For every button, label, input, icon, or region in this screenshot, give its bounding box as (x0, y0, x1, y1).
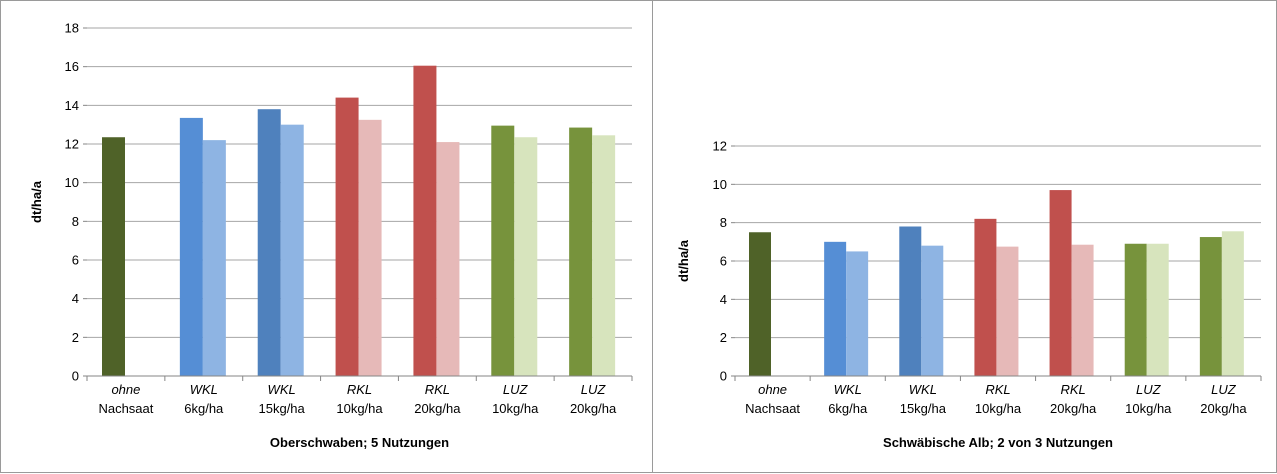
x-category-label-line1: WKL (834, 382, 862, 397)
bar-secondary-2 (921, 245, 944, 376)
bar-secondary-6 (592, 135, 616, 376)
y-tick-label: 18 (65, 21, 79, 36)
y-tick-label: 8 (72, 214, 79, 229)
bar-secondary-4 (436, 142, 460, 376)
x-category-label-line1: RKL (985, 382, 1010, 397)
bar-secondary-1 (846, 251, 869, 376)
bar-primary-1 (179, 117, 203, 377)
x-axis-title: Schwäbische Alb; 2 von 3 Nutzungen (883, 435, 1113, 450)
x-category-label-line1: LUZ (581, 382, 607, 397)
x-category-label-line2: 20kg/ha (414, 401, 461, 416)
bar-primary-6 (569, 127, 593, 376)
y-tick-label: 10 (65, 175, 79, 190)
x-category-label-line2: 20kg/ha (570, 401, 617, 416)
x-category-label-line2: 20kg/ha (1050, 401, 1097, 416)
bar-primary-6 (1199, 237, 1222, 376)
y-axis-title: dt/ha/a (676, 239, 691, 282)
x-category-label-line2: 15kg/ha (900, 401, 947, 416)
y-tick-label: 4 (72, 291, 79, 306)
x-category-label-line1: WKL (909, 382, 937, 397)
chart-panel-schwaebische-alb: 0 2 4 6 8 10 12 ohne Nachsaat WKL 6kg/ha WKL 15kg/ha… (652, 0, 1277, 473)
bar-primary-5 (491, 125, 515, 376)
bar-secondary-5 (1146, 243, 1169, 376)
bar-secondary-3 (358, 119, 382, 376)
x-category-label-line1: ohne (111, 382, 140, 397)
bar-secondary-1 (202, 140, 226, 376)
y-tick-label: 10 (713, 177, 727, 192)
y-axis-title: dt/ha/a (29, 180, 44, 223)
x-category-label-line2: Nachsaat (98, 401, 153, 416)
bar-chart-oberschwaben: 0 2 4 6 8 10 12 14 16 18 ohne Nachsaat WKL 6kg/ha WKL 1… (29, 21, 633, 450)
x-category-label-line1: LUZ (1136, 382, 1162, 397)
y-tick-label: 0 (72, 369, 79, 384)
y-tick-label: 14 (65, 98, 79, 113)
x-category-label-line2: 6kg/ha (828, 401, 868, 416)
bar-primary-0 (749, 232, 771, 376)
y-tick-label: 6 (72, 253, 79, 268)
y-tick-label: 4 (720, 292, 727, 307)
chart-panel-oberschwaben: 0 2 4 6 8 10 12 14 16 18 ohne Nachsaat WKL 6kg/ha WKL 1… (0, 0, 652, 473)
x-category-label-line2: 10kg/ha (975, 401, 1022, 416)
x-category-label-line2: 10kg/ha (492, 401, 539, 416)
bar-primary-4 (413, 65, 437, 376)
bar-primary-2 (899, 226, 922, 376)
x-category-label-line1: RKL (425, 382, 450, 397)
y-tick-label: 2 (720, 330, 727, 345)
bar-secondary-3 (996, 246, 1019, 376)
y-tick-label: 12 (65, 137, 79, 152)
x-category-label-line2: 6kg/ha (184, 401, 224, 416)
y-tick-label: 0 (720, 369, 727, 384)
x-category-label-line2: 10kg/ha (1125, 401, 1172, 416)
y-tick-label: 8 (720, 215, 727, 230)
bar-secondary-5 (514, 137, 538, 376)
bar-primary-2 (257, 109, 281, 376)
bar-primary-0 (102, 137, 125, 376)
bar-secondary-4 (1071, 244, 1094, 376)
bar-primary-3 (335, 97, 359, 376)
bar-secondary-6 (1221, 231, 1244, 376)
x-category-label-line2: 10kg/ha (336, 401, 383, 416)
bar-secondary-2 (280, 124, 304, 377)
bar-primary-3 (974, 218, 997, 376)
x-category-label-line1: LUZ (1211, 382, 1237, 397)
bar-primary-5 (1124, 243, 1147, 376)
y-tick-label: 2 (72, 330, 79, 345)
x-category-label-line1: RKL (347, 382, 372, 397)
x-category-label-line1: ohne (758, 382, 787, 397)
y-tick-label: 16 (65, 59, 79, 74)
x-category-label-line1: RKL (1060, 382, 1085, 397)
x-category-label-line2: Nachsaat (745, 401, 800, 416)
x-axis-title: Oberschwaben; 5 Nutzungen (270, 435, 449, 450)
x-category-label-line2: 15kg/ha (259, 401, 306, 416)
y-tick-label: 12 (713, 139, 727, 154)
bar-primary-4 (1049, 190, 1072, 376)
bar-primary-1 (824, 241, 847, 376)
x-category-label-line1: LUZ (503, 382, 529, 397)
x-category-label-line2: 20kg/ha (1200, 401, 1247, 416)
x-category-label-line1: WKL (268, 382, 296, 397)
x-category-label-line1: WKL (190, 382, 218, 397)
y-tick-label: 6 (720, 254, 727, 269)
bar-chart-schwaebische-alb: 0 2 4 6 8 10 12 ohne Nachsaat WKL 6kg/ha WKL 15kg/ha… (676, 139, 1262, 450)
